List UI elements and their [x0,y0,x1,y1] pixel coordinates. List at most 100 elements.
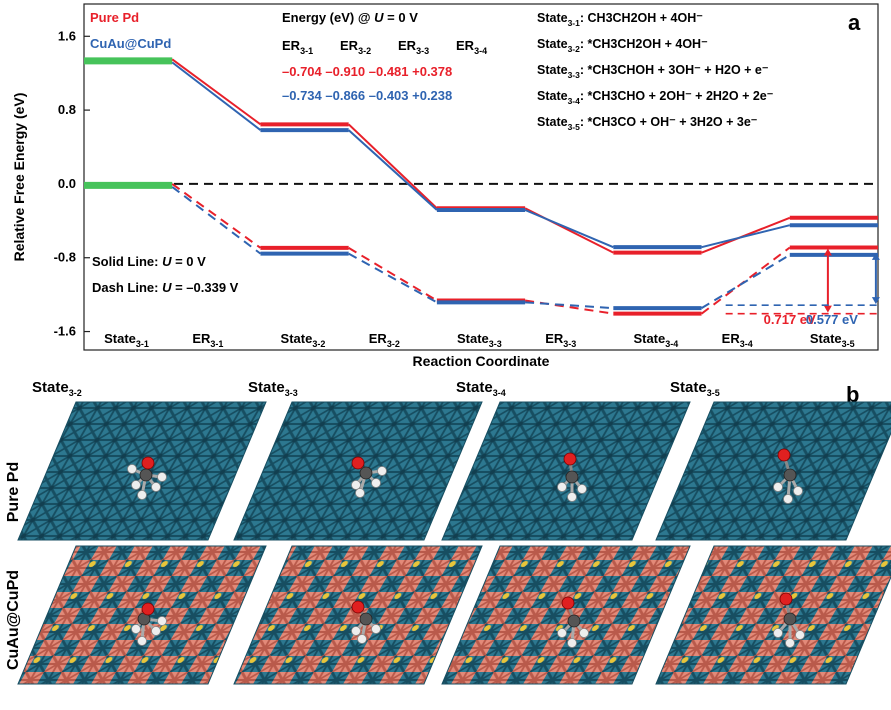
y-tick-label: -0.8 [54,250,76,265]
x-tick-label: ER3-2 [369,331,400,349]
slab-surface [233,401,483,541]
slab-surface [655,545,891,685]
column-header: State3-2 [32,379,82,398]
x-tick-label: State3-1 [104,331,149,349]
state-description: State3-4: *CH3CHO + 2OH⁻ + 2H2O + 2e⁻ [537,89,774,106]
hydrogen-atom [785,638,795,648]
hydrogen-atom [579,628,589,638]
hydrogen-atom [773,482,783,492]
hydrogen-atom [557,628,567,638]
hydrogen-atom [127,464,137,474]
carbon-atom [783,612,797,626]
line-style-notes: Solid Line: U = 0 V Dash Line: U = –0.339… [92,254,239,295]
carbon-atom [567,614,581,628]
hydrogen-atom [137,636,147,646]
carbon-atom [783,468,797,482]
carbon-atom [565,470,579,484]
state-description: State3-2: *CH3CH2OH + 4OH⁻ [537,37,708,54]
x-axis: State3-1 ER3-1 State3-2 ER3-2 State3-3 ER3-3 S… [104,331,855,349]
connector [700,246,791,315]
structure-pure-pd-state-3-4 [441,401,691,541]
adsorbate-molecule [127,456,167,500]
y-tick-label: 0.0 [58,176,76,191]
legend: Pure Pd CuAu@CuPd [90,10,171,51]
structure-pure-pd-state-3-2 [17,401,267,541]
oxygen-atom [779,592,793,606]
oxygen-atom [561,596,575,610]
state-descriptions: State3-1: CH3CH2OH + 4OH⁻ State3-2: *CH3C… [537,11,774,132]
x-axis-title: Reaction Coordinate [413,353,550,369]
row-labels: Pure Pd CuAu@CuPd [5,462,22,670]
structure-pure-pd-state-3-5 [655,401,891,541]
oxygen-atom [141,456,155,470]
hydrogen-atom [131,480,141,490]
y-tick-label: -1.6 [54,324,76,339]
connector [171,186,262,255]
x-tick-label: ER3-4 [722,331,753,349]
structure-pure-pd-state-3-3 [233,401,483,541]
hydrogen-atom [157,472,167,482]
connector [525,301,614,310]
y-axis: 1.6 0.8 0.0 -0.8 -1.6 [54,28,90,339]
hydrogen-atom [351,626,361,636]
hydrogen-atom [773,628,783,638]
structure-cuau-cupd-state-3-4 [441,545,691,685]
plot-frame [83,3,879,351]
x-tick-label: ER3-1 [192,331,223,349]
hydrogen-atom [567,492,577,502]
hydrogen-atom [795,630,805,640]
adsorbate-molecule [557,452,587,502]
hydrogen-atom [151,626,161,636]
connector [171,61,262,131]
state-description: State3-1: CH3CH2OH + 4OH⁻ [537,11,703,28]
adsorbate-molecule [351,456,387,498]
y-tick-label: 0.8 [58,102,76,117]
hydrogen-atom [131,624,141,634]
adsorbate-molecule [773,448,803,504]
x-tick-label: State3-5 [810,331,855,349]
series-layer [84,57,878,316]
connector [171,183,262,249]
connector [524,209,614,249]
annotation-layer: 0.717 eV0.577 eV [725,248,880,327]
y-tick-label: 1.6 [58,28,76,43]
column-header: State3-5 [670,379,720,398]
series-cuau-cupd-solid [84,60,878,250]
gap-label: 0.717 eV [764,312,816,327]
oxygen-atom [351,600,365,614]
slab-surface [655,401,891,541]
hydrogen-atom [577,484,587,494]
hydrogen-atom [157,616,167,626]
oxygen-atom [777,448,791,462]
oxygen-atom [563,452,577,466]
arrow-head [871,252,880,260]
arrow-head [871,297,880,305]
adsorbate-molecule [557,596,589,648]
panel-a-label: a [848,10,861,35]
hydrogen-atom [357,634,367,644]
hydrogen-atom [377,466,387,476]
table-row: –0.704 –0.910 –0.481 +0.378 [282,64,452,79]
table-header: ER3-1 [282,38,313,56]
hydrogen-atom [371,624,381,634]
table-header: ER3-2 [340,38,371,56]
legend-cuau-cupd: CuAu@CuPd [90,36,171,51]
hydrogen-atom [371,478,381,488]
adsorbate-molecule [773,592,805,648]
structure-cuau-cupd-state-3-2 [17,545,267,685]
row-label: CuAu@CuPd [5,570,22,670]
adsorbate-molecule [351,600,381,644]
hydrogen-atom [355,488,365,498]
structure-cuau-cupd-state-3-5 [655,545,891,685]
hydrogen-atom [137,490,147,500]
hydrogen-atom [567,638,577,648]
x-tick-label: State3-2 [281,331,326,349]
table-row: –0.734 –0.866 –0.403 +0.238 [282,88,452,103]
connector [348,247,438,302]
slab-surface [233,545,483,685]
column-header: State3-4 [456,379,506,398]
arrow-head [823,305,832,313]
x-tick-label: ER3-3 [545,331,576,349]
energy-diagram-panel: 1.6 0.8 0.0 -0.8 -1.6 State3-1 ER3-1 State3-2 E… [11,3,880,369]
gap-label: 0.577 eV [806,312,858,327]
